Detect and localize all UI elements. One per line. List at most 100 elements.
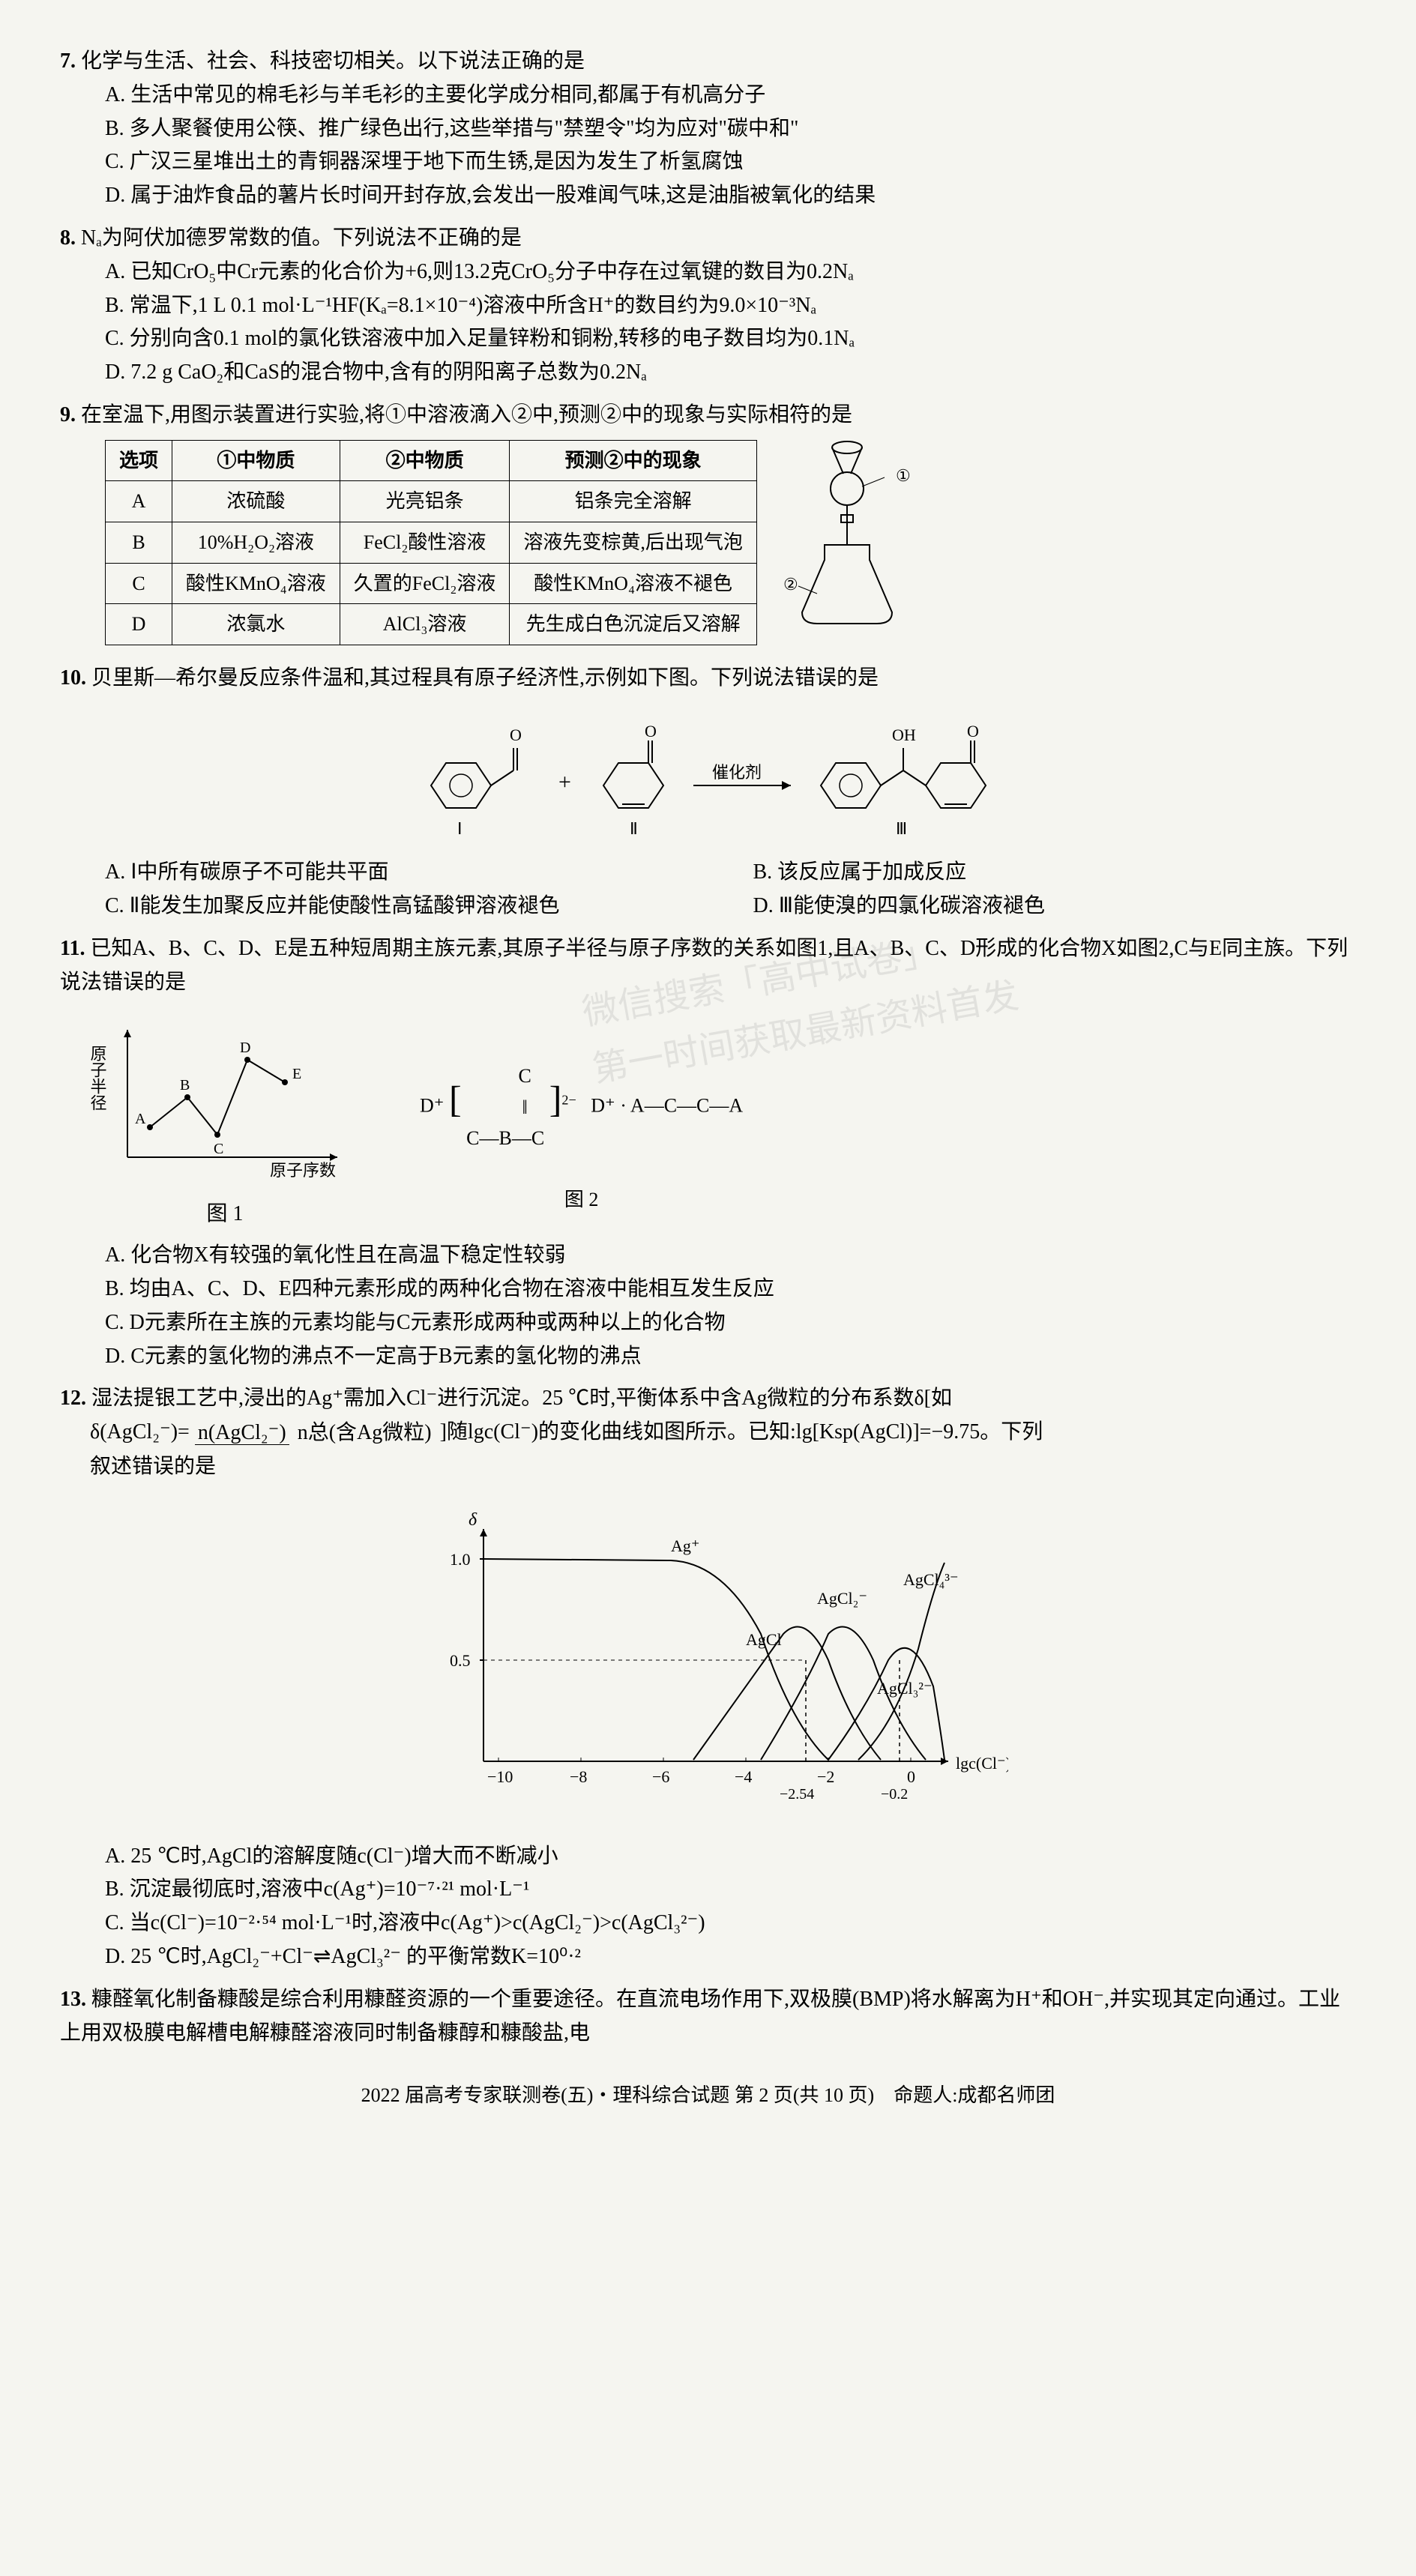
- table-row: A 浓硫酸 光亮铝条 铝条完全溶解: [106, 481, 757, 522]
- q11-option-c: C. D元素所在主族的元素均能与C元素形成两种或两种以上的化合物: [60, 1306, 1356, 1340]
- svg-text:原子半径: 原子半径: [90, 1045, 107, 1111]
- question-12: 12. 湿法提银工艺中,浸出的Ag⁺需加入Cl⁻进行沉淀。25 ℃时,平衡体系中…: [60, 1382, 1356, 1974]
- svg-text:O: O: [967, 722, 979, 740]
- cell: 浓硫酸: [172, 481, 340, 522]
- q12-option-c: C. 当c(Cl⁻)=10⁻²·⁵⁴ mol·L⁻¹时,溶液中c(Ag⁺)>c(…: [60, 1907, 1356, 1940]
- q7-option-b: B. 多人聚餐使用公筷、推广绿色出行,这些举措与"禁塑令"均为应对"碳中和": [60, 112, 1356, 146]
- cell: A: [106, 481, 172, 522]
- question-13: 13. 糠醛氧化制备糠酸是综合利用糠醛资源的一个重要途径。在直流电场作用下,双极…: [60, 1983, 1356, 2051]
- table-row: C 酸性KMnO₄溶液 久置的FeCl₂溶液 酸性KMnO₄溶液不褪色: [106, 563, 757, 604]
- q7-option-d: D. 属于油炸食品的薯片长时间开封存放,会发出一股难闻气味,这是油脂被氧化的结果: [60, 179, 1356, 213]
- q7-option-a: A. 生活中常见的棉毛衫与羊毛衫的主要化学成分相同,都属于有机高分子: [60, 79, 1356, 112]
- svg-text:②: ②: [783, 575, 798, 594]
- q11-option-b: B. 均由A、C、D、E四种元素形成的两种化合物在溶液中能相互发生反应: [60, 1273, 1356, 1306]
- svg-text:−0.2: −0.2: [881, 1786, 908, 1803]
- svg-text:Ⅲ: Ⅲ: [896, 819, 907, 838]
- q10-num: 10.: [60, 666, 86, 690]
- cell: C: [106, 563, 172, 604]
- table-row: B 10%H₂O₂溶液 FeCl₂酸性溶液 溶液先变棕黄,后出现气泡: [106, 522, 757, 563]
- svg-text:0: 0: [907, 1767, 915, 1786]
- q10-stem: 贝里斯—希尔曼反应条件温和,其过程具有原子经济性,示例如下图。下列说法错误的是: [91, 666, 879, 690]
- q12-chart: δ lgc(Cl⁻) 1.0 0.5 −10 −8 −6 −4 −2 0 −2.…: [60, 1499, 1356, 1825]
- q8-stem: Nₐ为阿伏加德罗常数的值。下列说法不正确的是: [81, 226, 522, 250]
- q11-option-a: A. 化合物X有较强的氧化性且在高温下稳定性较弱: [60, 1239, 1356, 1273]
- cell: 光亮铝条: [340, 481, 510, 522]
- svg-text:−8: −8: [570, 1767, 587, 1786]
- q12-option-d: D. 25 ℃时,AgCl₂⁻+Cl⁻⇌AgCl₃²⁻ 的平衡常数K=10⁰·²: [60, 1940, 1356, 1974]
- fig1-label: 图 1: [90, 1198, 360, 1231]
- svg-text:lgc(Cl⁻): lgc(Cl⁻): [956, 1754, 1008, 1773]
- q12-stem2: ]随lgc(Cl⁻)的变化曲线如图所示。已知:lg[Ksp(AgCl)]=−9.…: [440, 1420, 1043, 1444]
- q11-stem: 已知A、B、C、D、E是五种短周期主族元素,其原子半径与原子序数的关系如图1,且…: [60, 937, 1348, 994]
- col-predict: 预测②中的现象: [510, 440, 757, 481]
- q9-table: 选项 ①中物质 ②中物质 预测②中的现象 A 浓硫酸 光亮铝条 铝条完全溶解 B…: [105, 440, 757, 645]
- question-9: 9. 在室温下,用图示装置进行实验,将①中溶液滴入②中,预测②中的现象与实际相符…: [60, 399, 1356, 653]
- col-sub2: ②中物质: [340, 440, 510, 481]
- cell: 酸性KMnO₄溶液不褪色: [510, 563, 757, 604]
- fraction: n(AgCl₂⁻) n总(含Ag微粒): [195, 1417, 435, 1450]
- col-sub1: ①中物质: [172, 440, 340, 481]
- frac-num: n(AgCl₂⁻): [195, 1421, 289, 1445]
- page-footer: 2022 届高考专家联测卷(五)・理科综合试题 第 2 页(共 10 页) 命题…: [60, 2080, 1356, 2111]
- svg-text:Ⅰ: Ⅰ: [457, 819, 463, 838]
- q12-option-a: A. 25 ℃时,AgCl的溶解度随c(Cl⁻)增大而不断减小: [60, 1840, 1356, 1874]
- cell: 先生成白色沉淀后又溶解: [510, 604, 757, 645]
- q8-num: 8.: [60, 226, 76, 250]
- table-header-row: 选项 ①中物质 ②中物质 预测②中的现象: [106, 440, 757, 481]
- question-8: 8. Nₐ为阿伏加德罗常数的值。下列说法不正确的是 A. 已知CrO₅中Cr元素…: [60, 222, 1356, 390]
- svg-text:催化剂: 催化剂: [712, 763, 762, 782]
- question-10: 10. 贝里斯—希尔曼反应条件温和,其过程具有原子经济性,示例如下图。下列说法错…: [60, 662, 1356, 923]
- q9-stem: 在室温下,用图示装置进行实验,将①中溶液滴入②中,预测②中的现象与实际相符的是: [81, 403, 852, 426]
- svg-text:AgCl₄³⁻: AgCl₄³⁻: [903, 1570, 959, 1589]
- cell: B: [106, 522, 172, 563]
- question-11: 11. 已知A、B、C、D、E是五种短周期主族元素,其原子半径与原子序数的关系如…: [60, 932, 1356, 1373]
- svg-text:1.0: 1.0: [450, 1550, 471, 1569]
- svg-text:Ag⁺: Ag⁺: [671, 1536, 700, 1555]
- svg-text:O: O: [510, 726, 522, 744]
- svg-text:D: D: [240, 1040, 250, 1056]
- cell: D: [106, 604, 172, 645]
- cell: 溶液先变棕黄,后出现气泡: [510, 522, 757, 563]
- svg-text:AgCl: AgCl: [746, 1630, 782, 1649]
- table-row: D 浓氯水 AlCl₃溶液 先生成白色沉淀后又溶解: [106, 604, 757, 645]
- svg-text:①: ①: [896, 466, 911, 485]
- svg-text:+: +: [558, 770, 571, 794]
- q12-stem3: 叙述错误的是: [60, 1450, 1356, 1484]
- frac-den: n总(含Ag微粒): [295, 1421, 435, 1444]
- svg-text:A: A: [135, 1111, 146, 1127]
- svg-text:−4: −4: [735, 1767, 752, 1786]
- q8-option-b: B. 常温下,1 L 0.1 mol·L⁻¹HF(Kₐ=8.1×10⁻⁴)溶液中…: [60, 289, 1356, 323]
- col-option: 选项: [106, 440, 172, 481]
- q12-num: 12.: [60, 1387, 86, 1410]
- cell: FeCl₂酸性溶液: [340, 522, 510, 563]
- svg-text:δ: δ: [469, 1510, 477, 1530]
- svg-text:C: C: [214, 1141, 223, 1157]
- svg-text:原子序数: 原子序数: [270, 1161, 336, 1180]
- svg-text:−2.54: −2.54: [780, 1786, 814, 1803]
- cell: AlCl₃溶液: [340, 604, 510, 645]
- frac-left: δ(AgCl₂⁻)=: [90, 1420, 190, 1444]
- q8-option-a: A. 已知CrO₅中Cr元素的化合价为+6,则13.2克CrO₅分子中存在过氧键…: [60, 256, 1356, 289]
- svg-text:−6: −6: [652, 1767, 669, 1786]
- q10-option-c: C. Ⅱ能发生加聚反应并能使酸性高锰酸钾溶液褪色: [60, 890, 708, 923]
- svg-text:−2: −2: [817, 1767, 834, 1786]
- q10-reaction-diagram: O Ⅰ + O Ⅱ 催化剂 OH O: [60, 696, 1356, 857]
- q7-option-c: C. 广汉三星堆出土的青铜器深埋于地下而生锈,是因为发生了析氢腐蚀: [60, 145, 1356, 179]
- q11-num: 11.: [60, 937, 85, 960]
- q13-num: 13.: [60, 1988, 86, 2011]
- q8-option-d: D. 7.2 g CaO₂和CaS的混合物中,含有的阴阳离子总数为0.2Nₐ: [60, 356, 1356, 390]
- q10-option-b: B. 该反应属于加成反应: [708, 856, 1357, 890]
- q8-option-c: C. 分别向含0.1 mol的氯化铁溶液中加入足量锌粉和铜粉,转移的电子数目均为…: [60, 322, 1356, 356]
- svg-text:−10: −10: [487, 1767, 513, 1786]
- q10-option-a: A. Ⅰ中所有碳原子不可能共平面: [60, 856, 708, 890]
- svg-text:E: E: [292, 1066, 301, 1082]
- q10-option-d: D. Ⅲ能使溴的四氯化碳溶液褪色: [708, 890, 1357, 923]
- svg-text:OH: OH: [892, 726, 916, 744]
- fig2-label: 图 2: [420, 1184, 743, 1216]
- q13-stem: 糠醛氧化制备糠酸是综合利用糠醛资源的一个重要途径。在直流电场作用下,双极膜(BM…: [60, 1988, 1340, 2045]
- q7-num: 7.: [60, 49, 76, 73]
- question-7: 7. 化学与生活、社会、科技密切相关。以下说法正确的是 A. 生活中常见的棉毛衫…: [60, 45, 1356, 213]
- flask-diagram: ① ②: [772, 432, 922, 639]
- q12-option-b: B. 沉淀最彻底时,溶液中c(Ag⁺)=10⁻⁷·²¹ mol·L⁻¹: [60, 1873, 1356, 1907]
- cell: 铝条完全溶解: [510, 481, 757, 522]
